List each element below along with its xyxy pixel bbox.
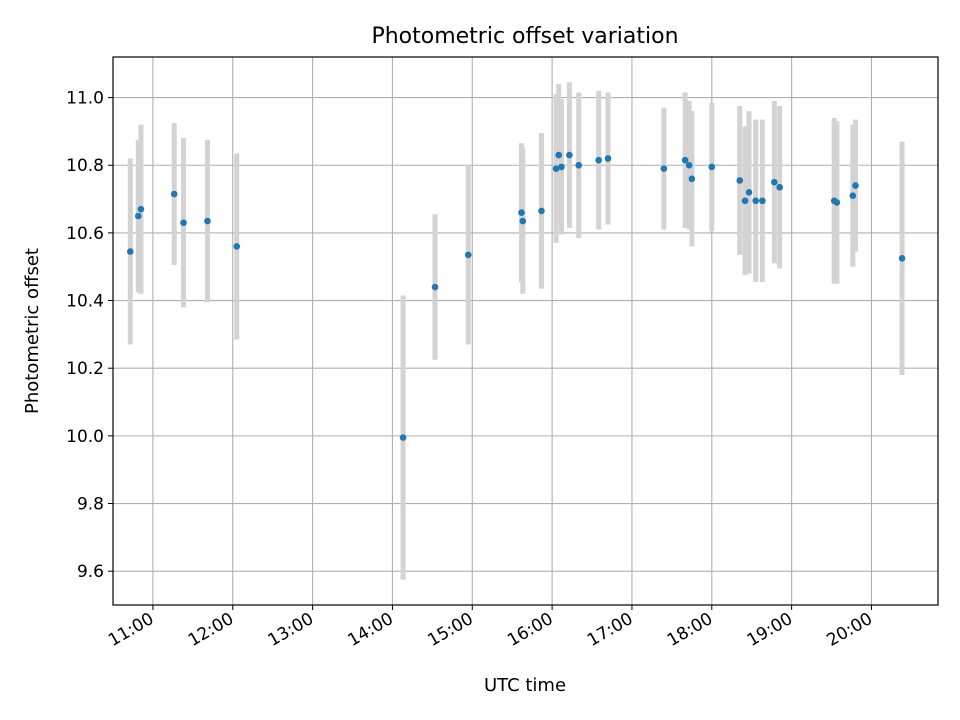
data-point [741,197,749,205]
data-point [180,219,187,227]
x-tick-label: 20:00 [824,609,876,651]
data-point [464,251,472,259]
plot-frame [112,56,939,606]
x-axis-label: UTC time [484,675,566,696]
x-tick-label: 16:00 [504,609,556,651]
data-point [518,209,525,216]
data-point [575,161,583,169]
data-point [431,283,439,291]
data-point [776,183,783,191]
data-point [595,156,602,164]
data-point [566,151,573,159]
plot-background [113,57,938,605]
y-tick-label: 10.4 [66,292,104,312]
data-point [204,217,211,225]
data-point [708,163,716,171]
y-tick-label: 10.8 [66,156,104,176]
y-axis-ticks: 9.6 9.8 10.0 10.2 10.4 10.6 10.8 11.0 [66,89,113,582]
data-point [558,163,565,171]
y-tick-label: 10.6 [66,224,104,244]
data-point [538,207,545,215]
x-tick-label: 15:00 [424,609,476,651]
data-point [399,434,407,441]
x-tick-label: 11:00 [105,609,157,651]
y-tick-label: 9.8 [77,495,104,515]
data-point [688,175,696,183]
x-tick-label: 14:00 [345,609,397,651]
y-tick-label: 10.2 [66,359,104,379]
data-point [759,197,766,205]
data-point [752,197,760,205]
data-point [134,212,142,220]
y-tick-label: 11.0 [66,89,104,109]
data-point [126,248,134,255]
y-tick-label: 10.0 [66,427,104,447]
data-point [519,217,527,225]
data-point [555,151,563,159]
x-tick-label: 13:00 [265,609,317,651]
data-point [849,192,857,199]
data-point [233,243,241,250]
y-axis-label: Photometric offset [22,248,43,414]
data-point [833,199,841,206]
data-point [685,161,693,169]
data-point [170,190,178,198]
data-point [660,165,668,172]
data-point [852,182,859,189]
data-point [681,156,689,164]
chart-title: Photometric offset variation [371,24,678,49]
x-tick-label: 19:00 [744,609,796,651]
data-point [552,165,560,172]
data-point [771,178,778,186]
y-tick-label: 9.6 [77,562,104,582]
data-point [745,189,753,196]
x-axis-ticks: 11:00 12:00 13:00 14:00 15:00 16:00 17:00 18:00… [105,605,876,651]
data-point [604,155,612,162]
data-point [898,254,906,262]
data-point [137,205,145,213]
data-points [126,151,906,441]
x-tick-label: 17:00 [584,609,636,651]
x-tick-label: 18:00 [664,609,716,651]
x-tick-label: 12:00 [185,609,237,651]
data-point [736,177,744,184]
